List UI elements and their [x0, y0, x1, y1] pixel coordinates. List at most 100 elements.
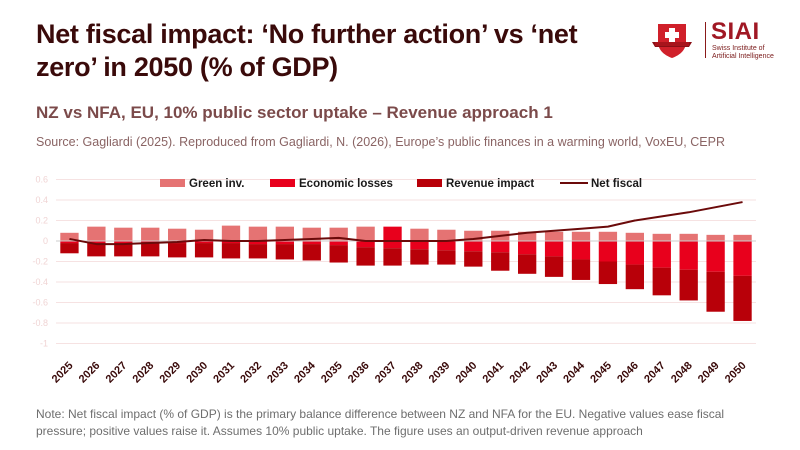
bar-revenue-impact [221, 243, 241, 259]
bar-green-inv [679, 233, 698, 241]
bar-green-inv [410, 228, 429, 241]
net-fiscal-line-group [69, 201, 743, 246]
x-tick-label: 2032 [238, 360, 264, 386]
bar-green-inv [302, 227, 321, 241]
bar-revenue-impact [733, 275, 752, 321]
chart-subtitle: NZ vs NFA, EU, 10% public sector uptake … [36, 103, 553, 122]
bar-green-inv [544, 231, 564, 241]
bar-green-inv [464, 230, 483, 241]
bar-revenue-impact [302, 244, 321, 261]
x-tick-label: 2027 [104, 360, 130, 386]
x-tick-label: 2036 [346, 360, 372, 386]
x-tick-label: 2034 [292, 359, 318, 385]
bar-economic-losses [383, 241, 402, 249]
bar-revenue-impact [706, 271, 725, 312]
bar-revenue-impact [275, 244, 294, 260]
x-tick-label: 2044 [561, 359, 587, 385]
logo-brand: SIAI [711, 18, 760, 45]
logo-sub-line1: Swiss Institute of [712, 45, 765, 52]
x-tick-label: 2047 [642, 360, 668, 386]
y-tick-label: -0.4 [32, 277, 48, 287]
y-tick-label: -0.8 [32, 318, 48, 328]
y-tick-label: -0.6 [32, 298, 48, 308]
bar-revenue-impact [518, 254, 537, 274]
bar-revenue-impact [60, 243, 79, 254]
chart-title: Net fiscal impact: ‘No further action’ v… [36, 19, 578, 82]
bar-revenue-impact [383, 248, 402, 266]
x-tick-label: 2026 [77, 360, 103, 386]
bar-revenue-impact [679, 269, 698, 301]
logo-sub-line2: Artificial Intelligence [712, 53, 774, 60]
x-tick-label: 2035 [319, 360, 345, 386]
bar-economic-losses [679, 241, 698, 270]
x-tick-label: 2042 [507, 360, 533, 386]
x-tick-label: 2040 [454, 360, 480, 386]
legend-label: Revenue impact [446, 178, 534, 190]
x-axis-ticks: 2025 2026 2027 2028 2029 2030 2031 2032 2033 2034… [50, 359, 749, 385]
bar-green-inv [437, 229, 456, 241]
bar-revenue-impact [491, 252, 510, 271]
net-fiscal-line [69, 201, 743, 246]
bars [60, 225, 752, 321]
bar-revenue-impact [168, 243, 187, 258]
shield-cross-icon [652, 24, 692, 58]
bar-economic-losses [706, 241, 725, 272]
bar-economic-losses [437, 241, 456, 251]
x-tick-label: 2039 [427, 360, 453, 386]
siai-logo: SIAI Swiss Institute of Artificial Intel… [648, 18, 788, 62]
bar-revenue-impact [356, 247, 375, 266]
bar-economic-losses [87, 241, 106, 244]
x-tick-label: 2041 [481, 360, 507, 386]
x-tick-label: 2045 [588, 360, 614, 386]
x-tick-label: 2031 [211, 360, 237, 386]
y-tick-label: 0.4 [35, 195, 48, 205]
bar-revenue-impact [652, 267, 671, 296]
x-tick-label: 2048 [669, 360, 695, 386]
legend-swatch [270, 179, 295, 187]
bar-green-inv [221, 225, 241, 241]
bar-revenue-impact [194, 243, 214, 258]
bar-economic-losses [275, 241, 294, 245]
bar-economic-losses [114, 241, 133, 244]
x-tick-label: 2025 [50, 360, 76, 386]
bar-green-inv [571, 231, 591, 241]
bar-green-inv [356, 226, 375, 241]
x-tick-label: 2046 [615, 360, 641, 386]
bar-green-inv [141, 227, 160, 241]
source-text: Source: Gagliardi (2025). Reproduced fro… [36, 135, 725, 149]
bar-economic-losses [194, 241, 214, 244]
x-tick-label: 2033 [265, 360, 291, 386]
bar-economic-losses [60, 241, 79, 244]
legend-label: Net fiscal [591, 178, 642, 190]
footnote: Note: Net fiscal impact (% of GDP) is th… [36, 407, 725, 438]
bar-economic-losses [248, 241, 268, 245]
bar-revenue-impact [625, 264, 644, 290]
bar-economic-losses [544, 241, 564, 257]
bar-green-inv [194, 229, 214, 241]
bar-revenue-impact [141, 243, 160, 257]
legend-label: Economic losses [299, 178, 393, 190]
bar-green-inv [114, 227, 133, 241]
bar-revenue-impact [437, 250, 456, 265]
y-tick-label: -0.2 [32, 257, 48, 267]
legend: Green inv. Economic losses Revenue impact N… [160, 178, 642, 190]
bar-revenue-impact [598, 261, 618, 285]
x-tick-label: 2028 [131, 360, 157, 386]
legend-label: Green inv. [189, 178, 244, 190]
bar-economic-losses [491, 241, 510, 253]
bar-green-inv [60, 232, 79, 241]
y-tick-label: 0.6 [35, 175, 48, 185]
bar-green-inv [598, 231, 618, 241]
bar-economic-losses [733, 241, 752, 276]
x-tick-label: 2038 [400, 360, 426, 386]
bar-economic-losses [356, 241, 375, 248]
bar-economic-losses [141, 241, 160, 244]
y-axis-ticks: 0.6 0.4 0.2 0 -0.2 -0.4 -0.6 -0.8 -1 [32, 175, 48, 349]
bar-revenue-impact [410, 249, 429, 265]
bar-green-inv [706, 234, 725, 241]
bar-green-inv [733, 234, 752, 241]
y-tick-label: -1 [40, 339, 48, 349]
x-tick-label: 2043 [534, 360, 560, 386]
gridlines [56, 179, 756, 344]
bar-economic-losses [329, 241, 348, 246]
